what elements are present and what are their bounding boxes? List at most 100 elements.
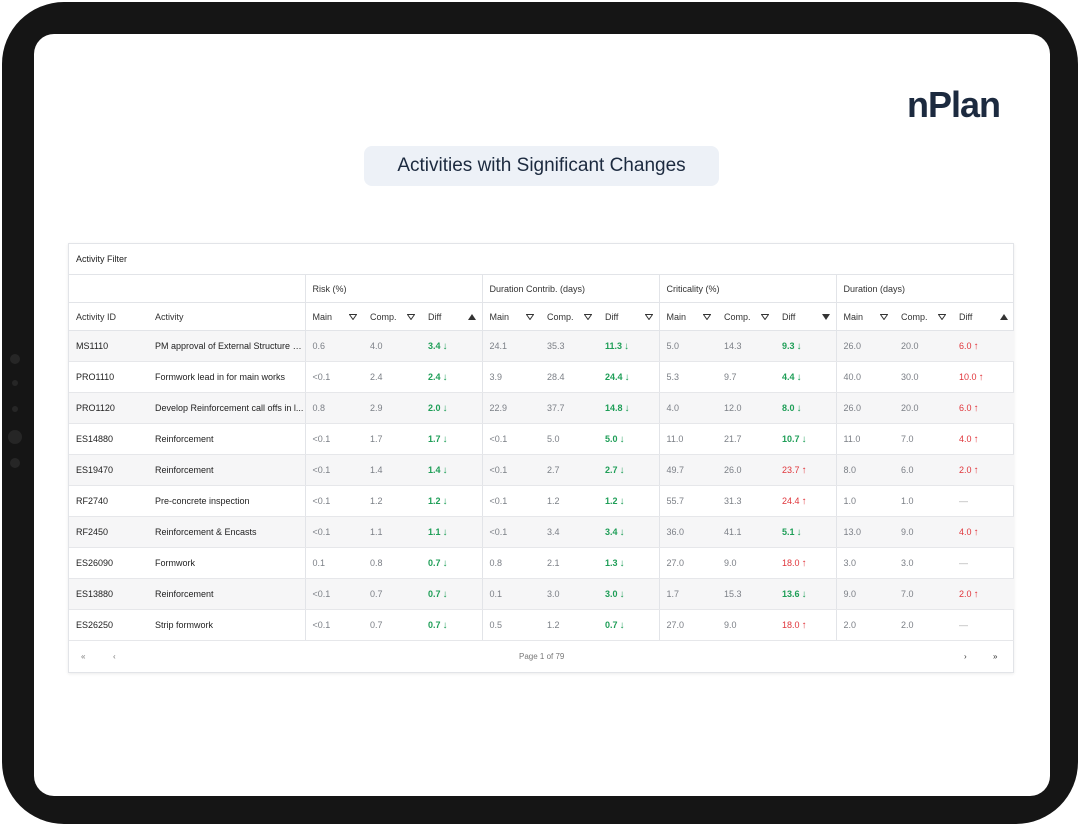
- main-value-cell: 0.1: [481, 578, 540, 610]
- arrow-down-icon: ↓: [619, 557, 625, 569]
- filter-dropdown-icon[interactable]: [937, 312, 947, 322]
- main-value-cell: 22.9: [481, 392, 540, 424]
- sort-ascending-icon[interactable]: [467, 312, 476, 322]
- table-row[interactable]: PRO1120 Develop Reinforcement call offs i…: [69, 392, 1015, 424]
- arrow-down-icon: ↓: [796, 402, 802, 414]
- comp-value-cell: 12.0: [717, 392, 775, 424]
- sort-ascending-icon[interactable]: [1000, 312, 1009, 322]
- next-page-button[interactable]: ›: [964, 652, 967, 661]
- table-row[interactable]: PRO1110 Formwork lead in for main works <0…: [69, 361, 1015, 393]
- activity-name-cell: Develop Reinforcement call offs in l...: [148, 392, 305, 424]
- comp-value-cell: 21.7: [717, 423, 775, 455]
- diff-value-cell: 14.8 ↓: [598, 392, 659, 424]
- activity-id-cell: ES19470: [69, 454, 148, 486]
- diff-value-cell: 6.0 ↑: [952, 392, 1015, 424]
- comp-value-cell: 26.0: [717, 454, 775, 486]
- side-button: [10, 458, 20, 468]
- first-page-button[interactable]: «: [81, 652, 86, 661]
- table-row[interactable]: ES26090 Formwork 0.1 0.8 0.7 ↓ 0.8 2.1 1.3 ↓ 27.0 9…: [69, 547, 1015, 579]
- diff-value-cell: 4.0 ↑: [952, 516, 1015, 548]
- main-value-cell: 24.1: [481, 330, 540, 362]
- main-value-cell: 55.7: [658, 485, 717, 517]
- col-dur-contrib-comp[interactable]: Comp.: [540, 302, 598, 331]
- diff-value-cell: 3.4 ↓: [421, 330, 482, 362]
- main-value-cell: <0.1: [481, 454, 540, 486]
- last-page-button[interactable]: »: [993, 652, 998, 661]
- main-value-cell: <0.1: [304, 485, 363, 517]
- filter-dropdown-icon[interactable]: [702, 312, 712, 322]
- diff-value-cell: 3.0 ↓: [598, 578, 659, 610]
- comp-value-cell: 0.7: [363, 578, 421, 610]
- diff-value-cell: 9.3 ↓: [775, 330, 837, 362]
- filter-dropdown-icon[interactable]: [583, 312, 593, 322]
- col-risk-diff[interactable]: Diff: [421, 302, 482, 331]
- activity-name-cell: Reinforcement: [148, 423, 305, 455]
- arrow-down-icon: ↓: [624, 402, 630, 414]
- main-value-cell: 9.0: [835, 578, 895, 610]
- main-value-cell: 26.0: [835, 392, 895, 424]
- col-duration-comp[interactable]: Comp.: [894, 302, 953, 331]
- side-button: [10, 354, 20, 364]
- arrow-down-icon: ↓: [442, 464, 448, 476]
- comp-value-cell: 1.2: [540, 485, 598, 517]
- table-row[interactable]: RF2740 Pre-concrete inspection <0.1 1.2 1.2 ↓…: [69, 485, 1015, 517]
- comp-value-cell: 2.7: [540, 454, 598, 486]
- table-row[interactable]: ES13880 Reinforcement <0.1 0.7 0.7 ↓ 0.1 3.0 3.0…: [69, 578, 1015, 610]
- arrow-up-icon: ↑: [973, 340, 979, 352]
- col-dur-contrib-diff[interactable]: Diff: [598, 302, 659, 331]
- diff-value-cell: 2.0 ↓: [421, 392, 482, 424]
- table-row[interactable]: MS1110 PM approval of External Structure …: [69, 330, 1015, 362]
- diff-value-cell: 10.7 ↓: [775, 423, 837, 455]
- prev-page-button[interactable]: ‹: [113, 652, 116, 661]
- activity-filter[interactable]: Activity Filter: [69, 244, 1013, 275]
- col-criticality-comp[interactable]: Comp.: [717, 302, 775, 331]
- table-row[interactable]: ES26250 Strip formwork <0.1 0.7 0.7 ↓ 0.5 1.2 0.…: [69, 609, 1015, 641]
- main-value-cell: 11.0: [835, 423, 895, 455]
- activity-name-cell: Pre-concrete inspection: [148, 485, 305, 517]
- col-criticality-main[interactable]: Main: [658, 302, 717, 331]
- diff-value-cell: 13.6 ↓: [775, 578, 837, 610]
- col-duration-main[interactable]: Main: [835, 302, 895, 331]
- col-risk-diff-label: Diff: [428, 311, 442, 322]
- diff-value-cell: 18.0 ↑: [775, 609, 837, 641]
- main-value-cell: <0.1: [304, 361, 363, 393]
- comp-value-cell: 1.1: [363, 516, 421, 548]
- comp-value-cell: 1.7: [363, 423, 421, 455]
- filter-dropdown-icon[interactable]: [644, 312, 653, 322]
- comp-value-cell: 1.4: [363, 454, 421, 486]
- comp-value-cell: 41.1: [717, 516, 775, 548]
- col-criticality-diff[interactable]: Diff: [775, 302, 837, 331]
- arrow-up-icon: ↑: [973, 402, 979, 414]
- diff-value-cell: 0.7 ↓: [421, 547, 482, 579]
- table-row[interactable]: RF2450 Reinforcement & Encasts <0.1 1.1 1.1 ↓…: [69, 516, 1015, 548]
- main-value-cell: 5.0: [658, 330, 717, 362]
- comp-value-cell: 30.0: [894, 361, 953, 393]
- screen: nPlan Activities with Significant Change…: [34, 34, 1050, 796]
- col-duration-diff[interactable]: Diff: [952, 302, 1015, 331]
- diff-value-cell: 4.4 ↓: [775, 361, 837, 393]
- filter-dropdown-icon[interactable]: [348, 312, 358, 322]
- arrow-down-icon: ↓: [619, 433, 625, 445]
- diff-value-cell: 1.4 ↓: [421, 454, 482, 486]
- diff-value-cell: 2.7 ↓: [598, 454, 659, 486]
- filter-dropdown-icon[interactable]: [879, 312, 889, 322]
- arrow-down-icon: ↓: [619, 526, 625, 538]
- filter-dropdown-icon[interactable]: [821, 312, 830, 322]
- table-row[interactable]: ES14880 Reinforcement <0.1 1.7 1.7 ↓ <0.1 5.0 5.…: [69, 423, 1015, 455]
- col-risk-comp[interactable]: Comp.: [363, 302, 421, 331]
- activity-name-cell: Reinforcement: [148, 454, 305, 486]
- table-row[interactable]: ES19470 Reinforcement <0.1 1.4 1.4 ↓ <0.1 2.7 2.…: [69, 454, 1015, 486]
- filter-dropdown-icon[interactable]: [406, 312, 416, 322]
- comp-value-cell: 9.0: [717, 547, 775, 579]
- filter-dropdown-icon[interactable]: [525, 312, 535, 322]
- col-risk-comp-label: Comp.: [370, 311, 397, 322]
- arrow-up-icon: ↑: [801, 464, 807, 476]
- filter-dropdown-icon[interactable]: [760, 312, 770, 322]
- diff-value-cell: 24.4 ↑: [775, 485, 837, 517]
- activity-name-cell: Formwork lead in for main works: [148, 361, 305, 393]
- col-risk-main[interactable]: Main: [304, 302, 363, 331]
- comp-value-cell: 0.8: [363, 547, 421, 579]
- comp-value-cell: 6.0: [894, 454, 953, 486]
- col-dur-contrib-main[interactable]: Main: [481, 302, 540, 331]
